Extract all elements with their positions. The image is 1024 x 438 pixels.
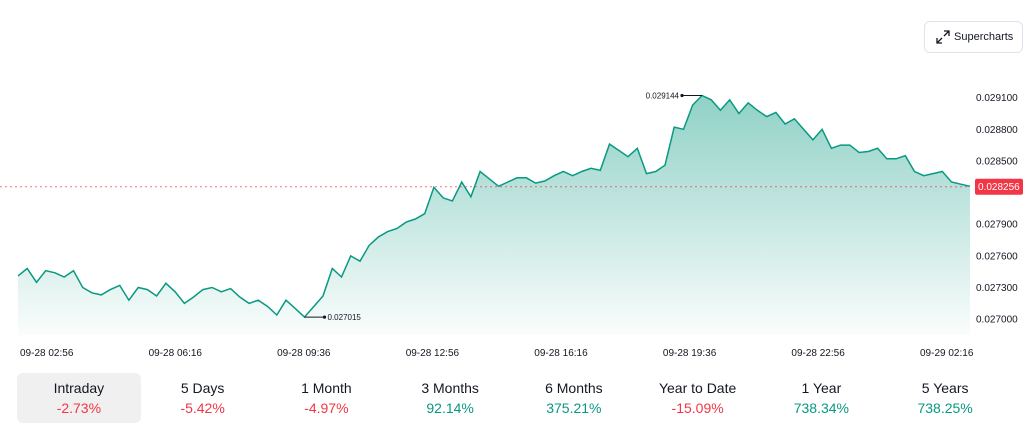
period-1-month[interactable]: 1 Month -4.97% (265, 373, 389, 423)
y-tick-label: 0.027900 (976, 220, 1018, 231)
x-tick-label: 09-28 12:56 (406, 348, 460, 359)
price-line (17, 94, 971, 319)
period-1-year[interactable]: 1 Year 738.34% (760, 373, 884, 423)
x-tick-label: 09-28 06:16 (149, 348, 203, 359)
x-tick-label: 09-28 09:36 (277, 348, 331, 359)
period-change-value: 738.34% (793, 400, 850, 416)
x-tick-label: 09-28 02:56 (20, 348, 74, 359)
last-price-badge (975, 178, 1023, 195)
period-label: 3 Months (421, 380, 479, 396)
price-area (18, 95, 970, 335)
period-change-value: -5.42% (180, 400, 225, 416)
x-tick-label: 09-28 19:36 (663, 348, 717, 359)
period-label: 5 Days (180, 380, 225, 396)
period-3-months[interactable]: 3 Months 92.14% (388, 373, 512, 423)
period-change-value: -15.09% (671, 400, 724, 416)
x-tick-label: 09-28 16:16 (534, 348, 588, 359)
supercharts-label: Supercharts (954, 31, 1014, 43)
y-tick-label: 0.029100 (976, 93, 1018, 104)
period-label: 6 Months (545, 380, 603, 396)
period-5-years[interactable]: 5 Years 738.25% (883, 373, 1007, 423)
period-6-months[interactable]: 6 Months 375.21% (512, 373, 636, 423)
period-intraday[interactable]: Intraday -2.73% (17, 373, 141, 423)
period-label: 5 Years (921, 380, 969, 396)
period-change-value: 738.25% (917, 400, 973, 416)
period-label: 1 Year (801, 380, 842, 396)
x-tick-label: 09-29 02:16 (920, 348, 974, 359)
price-chart[interactable]: 0.029100 0.028800 0.028500 0.027900 0.027600… (0, 0, 1024, 370)
x-tick-label: 09-28 22:56 (791, 348, 845, 359)
y-tick-label: 0.027300 (976, 283, 1018, 294)
period-change-value: -2.73% (56, 400, 102, 416)
y-tick-label: 0.027000 (976, 315, 1018, 326)
high-marker-dot (680, 93, 684, 98)
y-tick-label: 0.028500 (976, 156, 1018, 167)
period-change-value: 375.21% (546, 400, 602, 416)
high-value-label: 0.029144 (646, 92, 680, 101)
period-label: 1 Month (301, 380, 352, 396)
last-price-label: 0.028256 (978, 182, 1020, 193)
period-5-days[interactable]: 5 Days -5.42% (141, 373, 265, 423)
period-selector: Intraday -2.73% 5 Days -5.42% 1 Month -4.97% 3… (17, 373, 1007, 423)
expand-arrows-icon (936, 30, 950, 44)
period-change-value: -4.97% (304, 400, 349, 416)
y-tick-label: 0.028800 (976, 125, 1018, 136)
period-label: Intraday (53, 380, 105, 396)
low-value-label: 0.027015 (328, 313, 362, 322)
period-label: Year to Date (658, 380, 737, 396)
y-tick-label: 0.027600 (976, 251, 1018, 262)
supercharts-button[interactable]: Supercharts (924, 21, 1023, 53)
period-year-to-date[interactable]: Year to Date -15.09% (636, 373, 760, 423)
period-change-value: 92.14% (426, 400, 474, 416)
low-marker-dot (322, 315, 327, 319)
